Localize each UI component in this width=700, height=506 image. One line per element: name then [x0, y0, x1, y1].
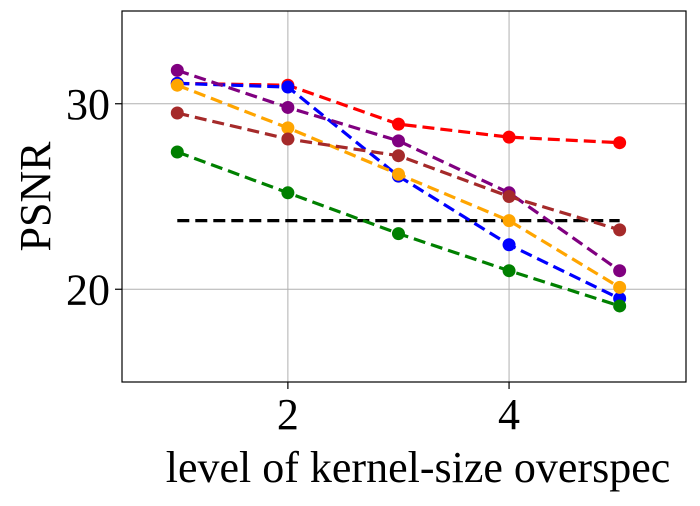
data-point-red	[391, 117, 405, 131]
data-point-orange	[502, 214, 516, 228]
series-line-red	[177, 81, 620, 145]
data-point-purple	[613, 264, 627, 278]
data-point-green	[281, 186, 295, 200]
plot-frame	[121, 10, 687, 383]
x-axis-label: level of kernel-size overspec	[166, 443, 671, 492]
data-point-brown	[281, 132, 295, 146]
series-layer	[170, 63, 627, 313]
series-line-purple	[176, 68, 621, 273]
data-point-red	[502, 130, 516, 144]
data-point-brown	[613, 223, 627, 237]
tick-layer: 2 4 20 30	[66, 80, 520, 439]
data-point-purple	[281, 100, 295, 114]
data-point-red	[613, 136, 627, 150]
data-point-orange	[170, 78, 184, 92]
x-tick-label: 2	[277, 390, 299, 439]
data-point-brown	[502, 190, 516, 203]
data-point-green	[613, 299, 627, 313]
series-line-orange	[176, 83, 621, 289]
data-point-orange	[281, 121, 295, 135]
data-point-brown	[391, 149, 405, 163]
y-tick-label: 20	[66, 265, 110, 314]
x-tick-label: 4	[498, 390, 520, 439]
series-line-blue	[177, 81, 621, 300]
data-point-purple	[170, 63, 184, 77]
data-point-blue	[281, 80, 295, 94]
data-point-purple	[391, 134, 405, 148]
y-axis-label: PSNR	[11, 141, 60, 252]
data-point-orange	[613, 280, 627, 294]
grid-layer	[122, 11, 686, 382]
data-point-green	[170, 145, 184, 159]
y-tick-label: 30	[66, 80, 110, 129]
data-point-green	[502, 264, 516, 278]
data-point-orange	[391, 167, 405, 181]
data-point-green	[391, 227, 405, 241]
data-point-brown	[170, 106, 184, 120]
data-point-blue	[502, 238, 516, 252]
